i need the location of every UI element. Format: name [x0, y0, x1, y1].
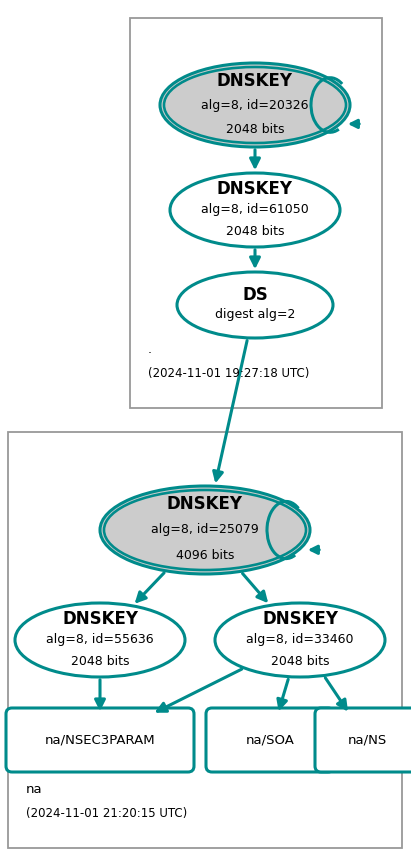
- Text: (2024-11-01 19:27:18 UTC): (2024-11-01 19:27:18 UTC): [148, 367, 309, 380]
- Ellipse shape: [160, 63, 350, 147]
- Text: digest alg=2: digest alg=2: [215, 308, 295, 321]
- Text: 2048 bits: 2048 bits: [71, 655, 129, 668]
- Text: (2024-11-01 21:20:15 UTC): (2024-11-01 21:20:15 UTC): [26, 807, 187, 820]
- Text: na/NS: na/NS: [347, 734, 387, 746]
- Text: DS: DS: [242, 286, 268, 304]
- Text: na/NSEC3PARAM: na/NSEC3PARAM: [45, 734, 155, 746]
- Bar: [130, 18, 382, 408]
- Ellipse shape: [170, 173, 340, 247]
- Ellipse shape: [164, 67, 346, 143]
- FancyBboxPatch shape: [206, 708, 334, 772]
- Text: 2048 bits: 2048 bits: [271, 655, 329, 668]
- Text: DNSKEY: DNSKEY: [217, 72, 293, 90]
- Text: alg=8, id=20326: alg=8, id=20326: [201, 99, 309, 112]
- Text: DNSKEY: DNSKEY: [167, 496, 243, 514]
- Text: 2048 bits: 2048 bits: [226, 123, 284, 136]
- Text: 4096 bits: 4096 bits: [176, 549, 234, 562]
- Text: DNSKEY: DNSKEY: [262, 610, 338, 627]
- Text: DNSKEY: DNSKEY: [217, 180, 293, 197]
- Text: 2048 bits: 2048 bits: [226, 225, 284, 238]
- Bar: [8, 432, 402, 848]
- Text: na: na: [26, 783, 43, 796]
- Text: alg=8, id=33460: alg=8, id=33460: [246, 633, 354, 646]
- Text: alg=8, id=61050: alg=8, id=61050: [201, 203, 309, 216]
- FancyBboxPatch shape: [315, 708, 411, 772]
- Ellipse shape: [177, 272, 333, 338]
- Text: na/SOA: na/SOA: [245, 734, 294, 746]
- Ellipse shape: [215, 603, 385, 677]
- Ellipse shape: [15, 603, 185, 677]
- Text: alg=8, id=55636: alg=8, id=55636: [46, 633, 154, 646]
- Text: alg=8, id=25079: alg=8, id=25079: [151, 523, 259, 536]
- FancyBboxPatch shape: [6, 708, 194, 772]
- Ellipse shape: [104, 490, 306, 570]
- Text: DNSKEY: DNSKEY: [62, 610, 138, 627]
- Ellipse shape: [100, 486, 310, 574]
- Text: .: .: [148, 343, 152, 356]
